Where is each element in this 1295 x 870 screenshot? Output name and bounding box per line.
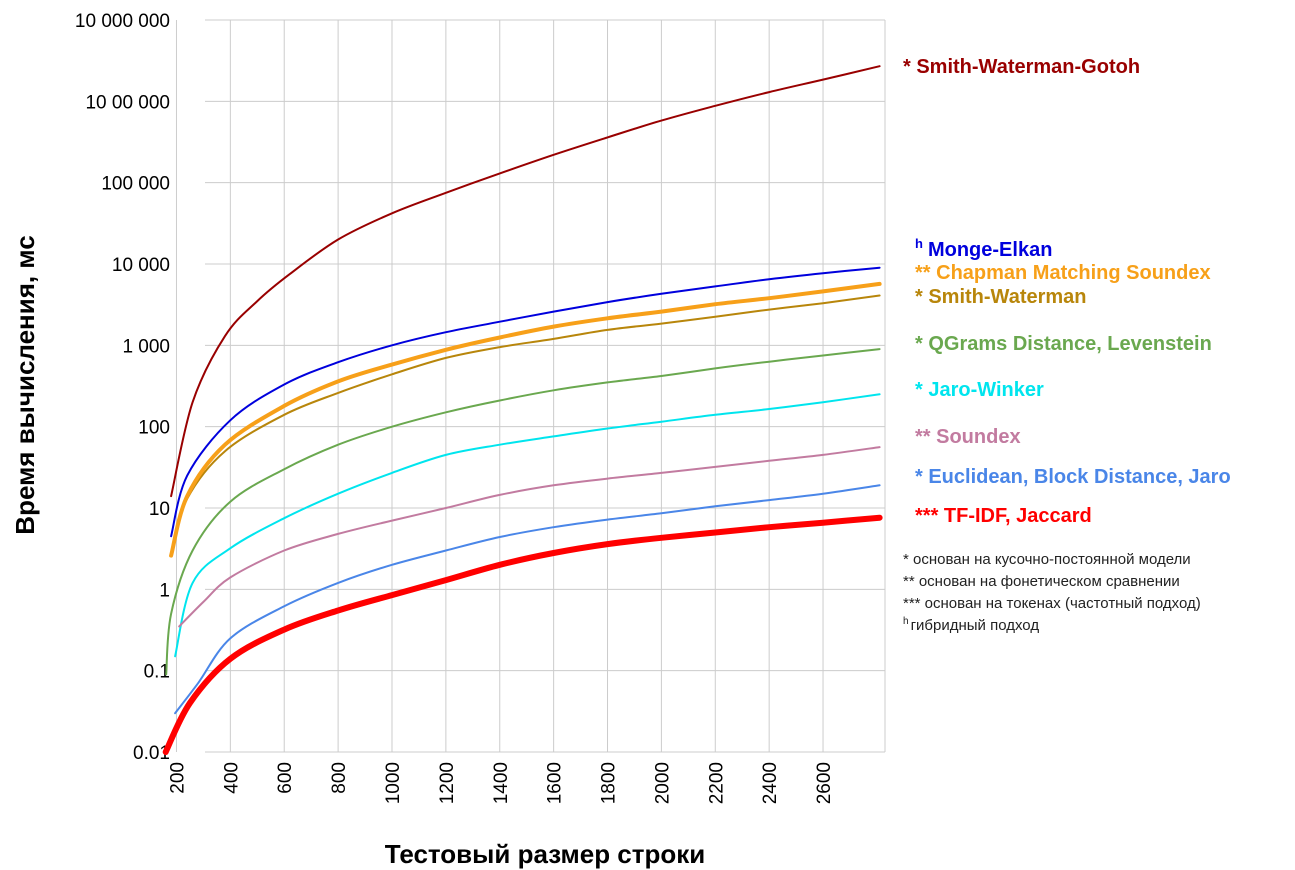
footnote-4-text: гибридный подход <box>911 617 1040 634</box>
series-line <box>174 393 881 658</box>
series-label: * Smith-Waterman <box>915 286 1087 308</box>
x-tick-label: 400 <box>221 762 242 794</box>
footnote-2: ** основан на фонетическом сравнении <box>903 573 1180 590</box>
series-line <box>170 294 881 554</box>
series-label: * QGrams Distance, Levenstein <box>915 333 1212 355</box>
y-tick-label: 100 <box>138 418 170 439</box>
series-label-prefix: h <box>915 236 923 251</box>
series-label: * Euclidean, Block Distance, Jaro <box>915 466 1231 488</box>
x-tick-label: 1600 <box>545 762 566 804</box>
y-tick-label: 10 000 <box>112 255 170 276</box>
x-tick-label: 200 <box>167 762 188 794</box>
series-labels: * Smith-Waterman-Gotoh h Monge-Elkan** Cha… <box>903 56 1231 527</box>
footnote-3: *** основан на токенах (частотный подход… <box>903 595 1201 612</box>
x-tick-label: 600 <box>275 762 296 794</box>
x-tick-label: 2200 <box>706 762 727 804</box>
series-label: h Monge-Elkan <box>915 236 1052 261</box>
y-tick-label: 100 000 <box>101 174 170 195</box>
series-label: ** Soundex <box>915 426 1021 448</box>
x-tick-label: 1200 <box>437 762 458 804</box>
footnote-1: * основан на кусочно-постоянной модели <box>903 551 1191 568</box>
series-line <box>162 514 883 755</box>
series-line <box>174 484 881 715</box>
x-tick-label: 2400 <box>760 762 781 804</box>
y-axis-title: Время вычисления, мс <box>10 235 40 534</box>
x-tick-label: 1400 <box>491 762 512 804</box>
y-tick-label: 1 <box>159 580 170 601</box>
y-tick-label: 0.01 <box>133 743 170 764</box>
footnote-4-marker: h <box>903 616 909 627</box>
series-label: *** TF-IDF, Jaccard <box>915 505 1092 527</box>
grid <box>175 19 886 753</box>
footnote-4: h гибридный подход <box>903 616 1039 634</box>
series-line <box>170 65 881 498</box>
series-label: * Smith-Waterman-Gotoh <box>903 56 1140 78</box>
y-tick-label: 0.1 <box>144 662 170 683</box>
series-lines <box>162 65 883 755</box>
x-axis-ticks: 200 400 600 800 1000 1200 1400 1600 1800 2000 2200… <box>167 762 835 804</box>
x-tick-label: 1800 <box>599 762 620 804</box>
series-label-name: Monge-Elkan <box>928 239 1052 261</box>
series-line <box>178 446 881 628</box>
footnotes: * основан на кусочно-постоянной модели *… <box>903 551 1201 634</box>
y-tick-label: 10 <box>149 499 170 520</box>
series-label: * Jaro-Winker <box>915 379 1044 401</box>
series-line <box>165 348 881 676</box>
x-tick-label: 2600 <box>814 762 835 804</box>
series-line <box>169 281 882 558</box>
x-tick-label: 2000 <box>652 762 673 804</box>
series-line <box>170 266 881 538</box>
y-tick-label: 1 000 <box>122 336 170 357</box>
y-tick-label: 10 000 000 <box>75 11 170 32</box>
series-label: ** Chapman Matching Soundex <box>915 262 1211 284</box>
y-tick-label: 10 00 000 <box>85 92 170 113</box>
x-tick-label: 800 <box>329 762 350 794</box>
x-axis-title: Тестовый размер строки <box>385 839 706 869</box>
x-tick-label: 1000 <box>383 762 404 804</box>
